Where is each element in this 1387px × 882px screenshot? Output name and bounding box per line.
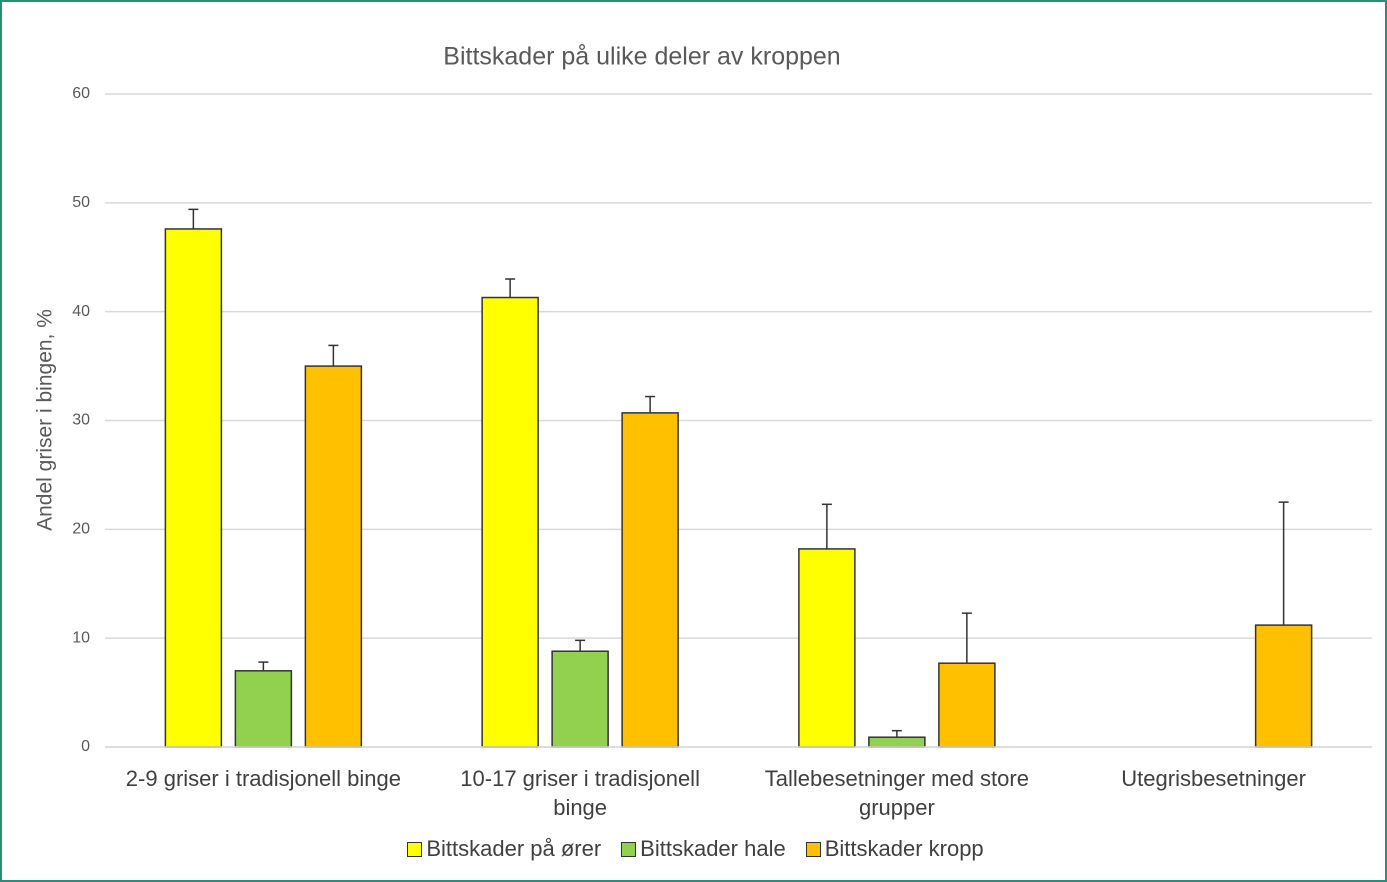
legend: Bittskader på ører Bittskader hale Bittska…: [2, 836, 1385, 862]
bar: [481, 296, 539, 748]
x-tick-label: Utegrisbesetninger: [1121, 766, 1306, 791]
legend-item: Bittskader hale: [621, 836, 786, 862]
x-tick-label: 2-9 griser i tradisjonell binge: [125, 766, 401, 791]
chart-title: Bittskader på ulike deler av kroppen: [443, 43, 840, 71]
legend-item: Bittskader på ører: [407, 836, 601, 862]
bar: [1254, 624, 1313, 748]
bar: [164, 228, 223, 748]
bar: [234, 670, 293, 748]
legend-swatch: [621, 841, 637, 857]
bar: [798, 548, 856, 748]
legend-item: Bittskader kropp: [805, 836, 984, 862]
bar: [551, 650, 609, 748]
legend-label: Bittskader på ører: [426, 836, 602, 861]
y-tick-label: 40: [72, 303, 90, 320]
y-axis-label: Andel griser i bingen, %: [34, 309, 57, 531]
bar: [304, 365, 363, 748]
legend-swatch: [407, 841, 423, 857]
x-tick-label: Tallebesetninger med store grupper: [764, 766, 1029, 820]
y-tick-label: 10: [72, 629, 90, 646]
legend-label: Bittskader hale: [640, 836, 786, 861]
y-tick-label: 0: [81, 738, 90, 755]
y-tick-label: 60: [72, 85, 90, 102]
bar: [868, 736, 926, 748]
bar: [938, 662, 996, 748]
y-tick-label: 20: [72, 521, 90, 538]
legend-swatch: [805, 841, 821, 857]
legend-label: Bittskader kropp: [824, 836, 984, 861]
bar: [621, 412, 679, 748]
x-tick-label: 10-17 griser i tradisjonell binge: [460, 766, 700, 820]
y-tick-label: 50: [72, 194, 90, 211]
y-tick-label: 30: [72, 412, 90, 429]
